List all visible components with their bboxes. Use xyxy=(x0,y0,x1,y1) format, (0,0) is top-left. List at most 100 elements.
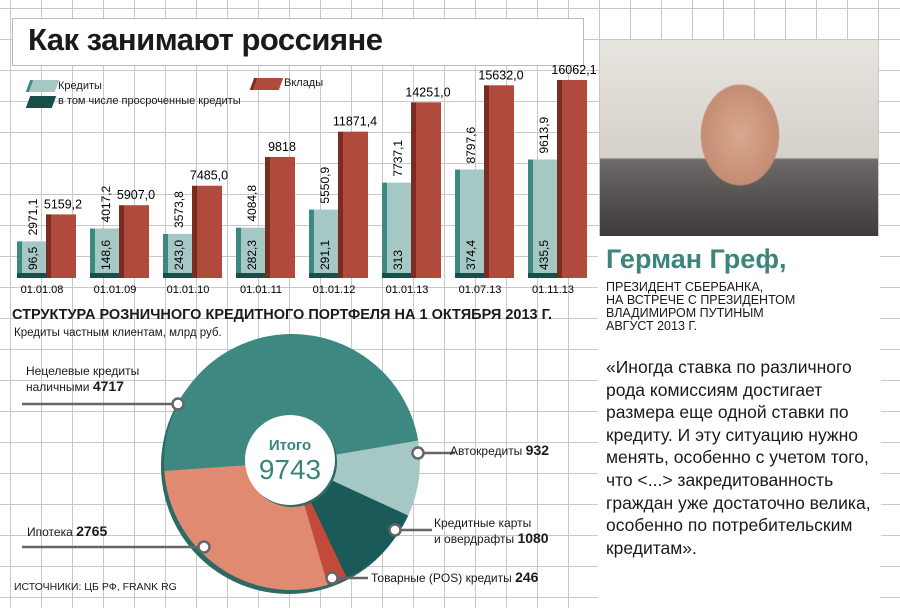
credit-label: 5550,9 xyxy=(318,167,332,204)
deposit-bar-side xyxy=(338,131,343,278)
slice-label-auto: Автокредиты 932 xyxy=(450,443,549,459)
credit-label: 8797,6 xyxy=(464,127,478,164)
donut-slice xyxy=(164,334,419,471)
overdue-label: 243,0 xyxy=(172,240,186,270)
deposit-bar-side xyxy=(192,185,197,278)
slice-value: 246 xyxy=(515,569,539,585)
pie-title: СТРУКТУРА РОЗНИЧНОГО КРЕДИТНОГО ПОРТФЕЛЯ… xyxy=(12,307,553,323)
overdue-label: 313 xyxy=(391,250,405,270)
slice-name: Товарные (POS) кредиты xyxy=(371,571,512,585)
slice-value: 2765 xyxy=(76,523,108,539)
person-title-line: НА ВСТРЕЧЕ С ПРЕЗИДЕНТОМ xyxy=(606,293,796,307)
credit-bar xyxy=(533,159,557,278)
credit-bar xyxy=(168,233,192,278)
person-title-line: ПРЕЗИДЕНТ СБЕРБАНКА, xyxy=(606,280,764,294)
callout-dot xyxy=(411,446,425,460)
credit-bar-side xyxy=(455,169,460,278)
credit-bar-side xyxy=(309,209,314,278)
slice-label-pos: Товарные (POS) кредиты 246 xyxy=(371,570,538,586)
slice-name: Нецелевые кредиты xyxy=(26,364,140,378)
title-box xyxy=(12,18,584,66)
total-value: 9743 xyxy=(259,454,321,485)
overdue-label: 291,1 xyxy=(318,240,332,270)
deposit-bar xyxy=(270,156,295,278)
credit-label: 4017,2 xyxy=(99,185,113,222)
donut-slice xyxy=(304,502,347,585)
credit-bar-side xyxy=(90,228,95,278)
credit-bar xyxy=(95,228,119,278)
deposit-label: 11871,4 xyxy=(333,115,377,129)
callout-dot xyxy=(388,523,402,537)
overdue-bar xyxy=(163,273,192,278)
overdue-bar xyxy=(17,273,46,278)
credit-bar-side xyxy=(528,159,533,278)
deposit-bar-side xyxy=(265,156,270,278)
slice-label-cash: Нецелевые кредиты наличными 4717 xyxy=(26,364,139,395)
slice-name: и овердрафты xyxy=(434,532,515,546)
callout-dot xyxy=(325,571,339,585)
slice-value: 4717 xyxy=(92,378,124,394)
overdue-bar xyxy=(309,273,338,278)
credit-label: 3573,8 xyxy=(172,191,186,228)
x-tick-label: 01.01.08 xyxy=(21,284,64,296)
person-name: Герман Греф, xyxy=(606,244,787,274)
overdue-label: 435,5 xyxy=(537,240,551,270)
deposit-label: 14251,0 xyxy=(405,85,450,99)
deposit-label: 9818 xyxy=(268,140,296,154)
deposit-label: 5159,2 xyxy=(44,197,82,211)
x-tick-label: 01.01.10 xyxy=(167,284,210,296)
x-tick-label: 01.01.13 xyxy=(386,284,429,296)
x-tick-label: 01.11.13 xyxy=(532,284,574,296)
overdue-bar xyxy=(236,273,265,278)
donut-slice xyxy=(311,480,409,578)
callout-dot xyxy=(197,540,211,554)
donut-slice xyxy=(164,465,328,590)
deposit-label: 7485,0 xyxy=(190,169,228,183)
donut-slice xyxy=(332,440,420,516)
deposit-bar-side xyxy=(557,79,562,278)
deposit-label: 15632,0 xyxy=(478,68,523,82)
donut-hole xyxy=(245,415,335,505)
person-title-line: АВГУСТ 2013 Г. xyxy=(606,319,698,333)
deposit-bar-side xyxy=(411,102,416,278)
x-tick-label: 01.01.11 xyxy=(240,284,282,296)
callout-dot xyxy=(171,397,185,411)
credit-label: 7737,1 xyxy=(391,140,405,177)
credit-label: 4084,8 xyxy=(245,185,259,222)
slice-value: 932 xyxy=(525,442,550,458)
deposit-bar-side xyxy=(484,85,489,278)
person-title-line: ВЛАДИМИРОМ ПУТИНЫМ xyxy=(606,306,764,320)
deposit-bar xyxy=(489,85,514,278)
overdue-label: 282,3 xyxy=(245,240,259,270)
slice-value: 1080 xyxy=(517,530,549,546)
credit-bar-side xyxy=(17,241,22,278)
deposit-bar-side xyxy=(46,214,51,278)
deposit-label: 16062,1 xyxy=(551,63,596,77)
slice-label-mortgage: Ипотека 2765 xyxy=(27,524,107,540)
page-title: Как занимают россияне xyxy=(28,22,383,57)
deposit-bar xyxy=(197,185,222,278)
credit-bar xyxy=(387,182,411,278)
sources: ИСТОЧНИКИ: ЦБ РФ, FRANK RG xyxy=(14,581,177,593)
credit-bar-side xyxy=(236,227,241,278)
bar-chart: 2971,1 96,5 5159,2 01.01.08 4017,2 148,6 5907,… xyxy=(17,63,597,296)
total-label: Итого xyxy=(269,437,311,454)
credit-label: 9613,9 xyxy=(537,116,551,153)
credit-bar xyxy=(241,227,265,278)
deposit-bar xyxy=(124,205,149,278)
credit-label: 2971,1 xyxy=(26,198,40,235)
deposit-bar-side xyxy=(119,205,124,278)
credit-bar xyxy=(22,241,46,278)
slice-name: Автокредиты xyxy=(450,444,523,458)
slice-label-cards: Кредитные карты и овердрафты 1080 xyxy=(434,516,549,547)
slice-name: Кредитные карты xyxy=(434,516,532,530)
credit-bar-side xyxy=(163,233,168,278)
slice-name: Ипотека xyxy=(27,525,73,539)
overdue-label: 96,5 xyxy=(26,246,40,270)
deposit-label: 5907,0 xyxy=(117,188,155,202)
overdue-bar xyxy=(382,273,411,278)
legend-credits: Кредиты xyxy=(58,80,102,92)
credit-bar-side xyxy=(382,182,387,278)
overdue-bar xyxy=(90,273,119,278)
